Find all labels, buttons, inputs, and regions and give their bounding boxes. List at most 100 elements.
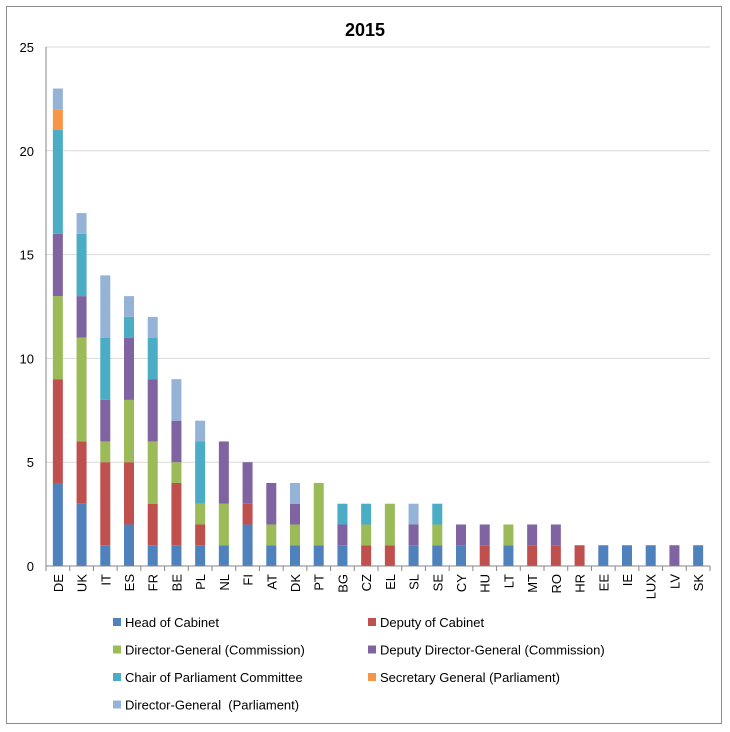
bar-segment [52, 482, 63, 566]
bar-segment [147, 379, 158, 442]
bar-segment [503, 524, 514, 546]
x-tick-label: SK [691, 574, 706, 592]
legend-swatch [113, 700, 121, 709]
legend-swatch [113, 645, 121, 654]
bar-segment [147, 441, 158, 504]
bar-segment [266, 482, 277, 525]
bar-segment [645, 545, 656, 566]
bar-segment [171, 482, 182, 546]
bar-segment [76, 503, 87, 566]
bar-segment [456, 545, 466, 566]
y-tick-label: 0 [27, 559, 34, 574]
x-tick-label: LUX [644, 574, 659, 600]
bar-segment [598, 545, 609, 566]
bar-segment [100, 462, 111, 546]
bar-segment [171, 420, 182, 463]
bar-segment [479, 545, 490, 566]
bar-segment [147, 337, 158, 380]
x-tick-label: LT [501, 574, 516, 588]
legend-swatch [368, 673, 376, 681]
x-tick-label: HU [478, 574, 493, 593]
x-tick-label: HR [573, 574, 588, 593]
bar-segment [100, 545, 111, 566]
x-tick-label: CZ [359, 574, 374, 591]
bar-segment [171, 462, 182, 483]
y-tick-label: 25 [20, 40, 34, 55]
bar-segment [622, 545, 632, 566]
bar-segment [52, 109, 63, 131]
bar-segment [124, 337, 134, 400]
legend-label: Deputy of Cabinet [380, 615, 484, 630]
bar-segment [550, 545, 561, 566]
x-tick-label: NL [217, 574, 232, 591]
bar-segment [432, 545, 443, 566]
x-tick-label: EE [596, 574, 611, 592]
bar-segment [669, 545, 680, 566]
bar-segment [76, 213, 87, 234]
x-tick-label: AT [264, 574, 279, 590]
bar-segment [290, 545, 300, 566]
bar-segment [124, 316, 134, 338]
bar-segment [550, 524, 561, 546]
bar-segment [313, 482, 324, 546]
x-tick-label: LV [667, 574, 682, 589]
bar-segment [290, 524, 300, 546]
x-tick-label: EL [383, 574, 398, 590]
legend-swatch [113, 673, 121, 681]
x-tick-label: BG [335, 574, 350, 593]
bar-segment [408, 524, 419, 546]
bar-segment [52, 296, 63, 380]
legend-label: Chair of Parliament Committee [125, 670, 303, 685]
bar-segment [384, 545, 395, 566]
axes: 0 5 10 15 20 25 DE UK IT ES FR BE PL NL FI AT DK PT BG CZ EL… [20, 40, 711, 600]
bar-segment [100, 399, 111, 442]
bars [52, 88, 704, 566]
bar-segment [337, 503, 348, 525]
y-tick-label: 20 [20, 144, 34, 159]
bar-segment [124, 524, 134, 566]
bar-segment [195, 441, 206, 504]
bar-segment [266, 545, 277, 566]
bar-segment [432, 524, 443, 546]
bar-segment [456, 524, 466, 546]
bar-segment [124, 462, 134, 525]
bar-segment [100, 275, 111, 338]
bar-segment [361, 524, 372, 546]
x-tick-label: ES [122, 574, 137, 592]
bar-segment [100, 441, 111, 463]
y-tick-label: 15 [20, 248, 34, 263]
bar-segment [76, 233, 87, 297]
bar-segment [147, 503, 158, 546]
x-tick-label: UK [75, 574, 90, 592]
bar-segment [147, 316, 158, 338]
bar-segment [361, 503, 372, 525]
x-tick-label: SL [407, 574, 422, 590]
bar-segment [337, 545, 348, 566]
x-tick-label: FI [241, 574, 256, 586]
bar-segment [361, 545, 372, 566]
bar-segment [195, 420, 206, 442]
bar-segment [195, 503, 206, 525]
x-tick-label: RO [549, 574, 564, 594]
bar-segment [52, 88, 63, 110]
legend-label: Director-General (Commission) [125, 643, 305, 658]
bar-segment [479, 524, 490, 546]
bar-segment [218, 441, 229, 504]
chart-title: 2015 [345, 20, 385, 40]
x-tick-label: PT [312, 574, 327, 591]
bar-segment [408, 503, 419, 525]
bar-segment [76, 441, 87, 504]
bar-segment [384, 503, 395, 546]
bar-segment [218, 503, 229, 546]
legend-swatch [368, 645, 376, 654]
bar-segment [290, 503, 300, 525]
x-tick-label: BE [169, 574, 184, 592]
y-tick-label: 10 [20, 351, 34, 366]
bar-segment [171, 379, 182, 421]
x-tick-label: DE [51, 574, 66, 592]
bar-segment [693, 545, 704, 566]
bar-segment [52, 379, 63, 483]
legend: Head of Cabinet Deputy of Cabinet Director… [113, 615, 605, 713]
legend-label: Director-General (Parliament) [125, 698, 299, 713]
